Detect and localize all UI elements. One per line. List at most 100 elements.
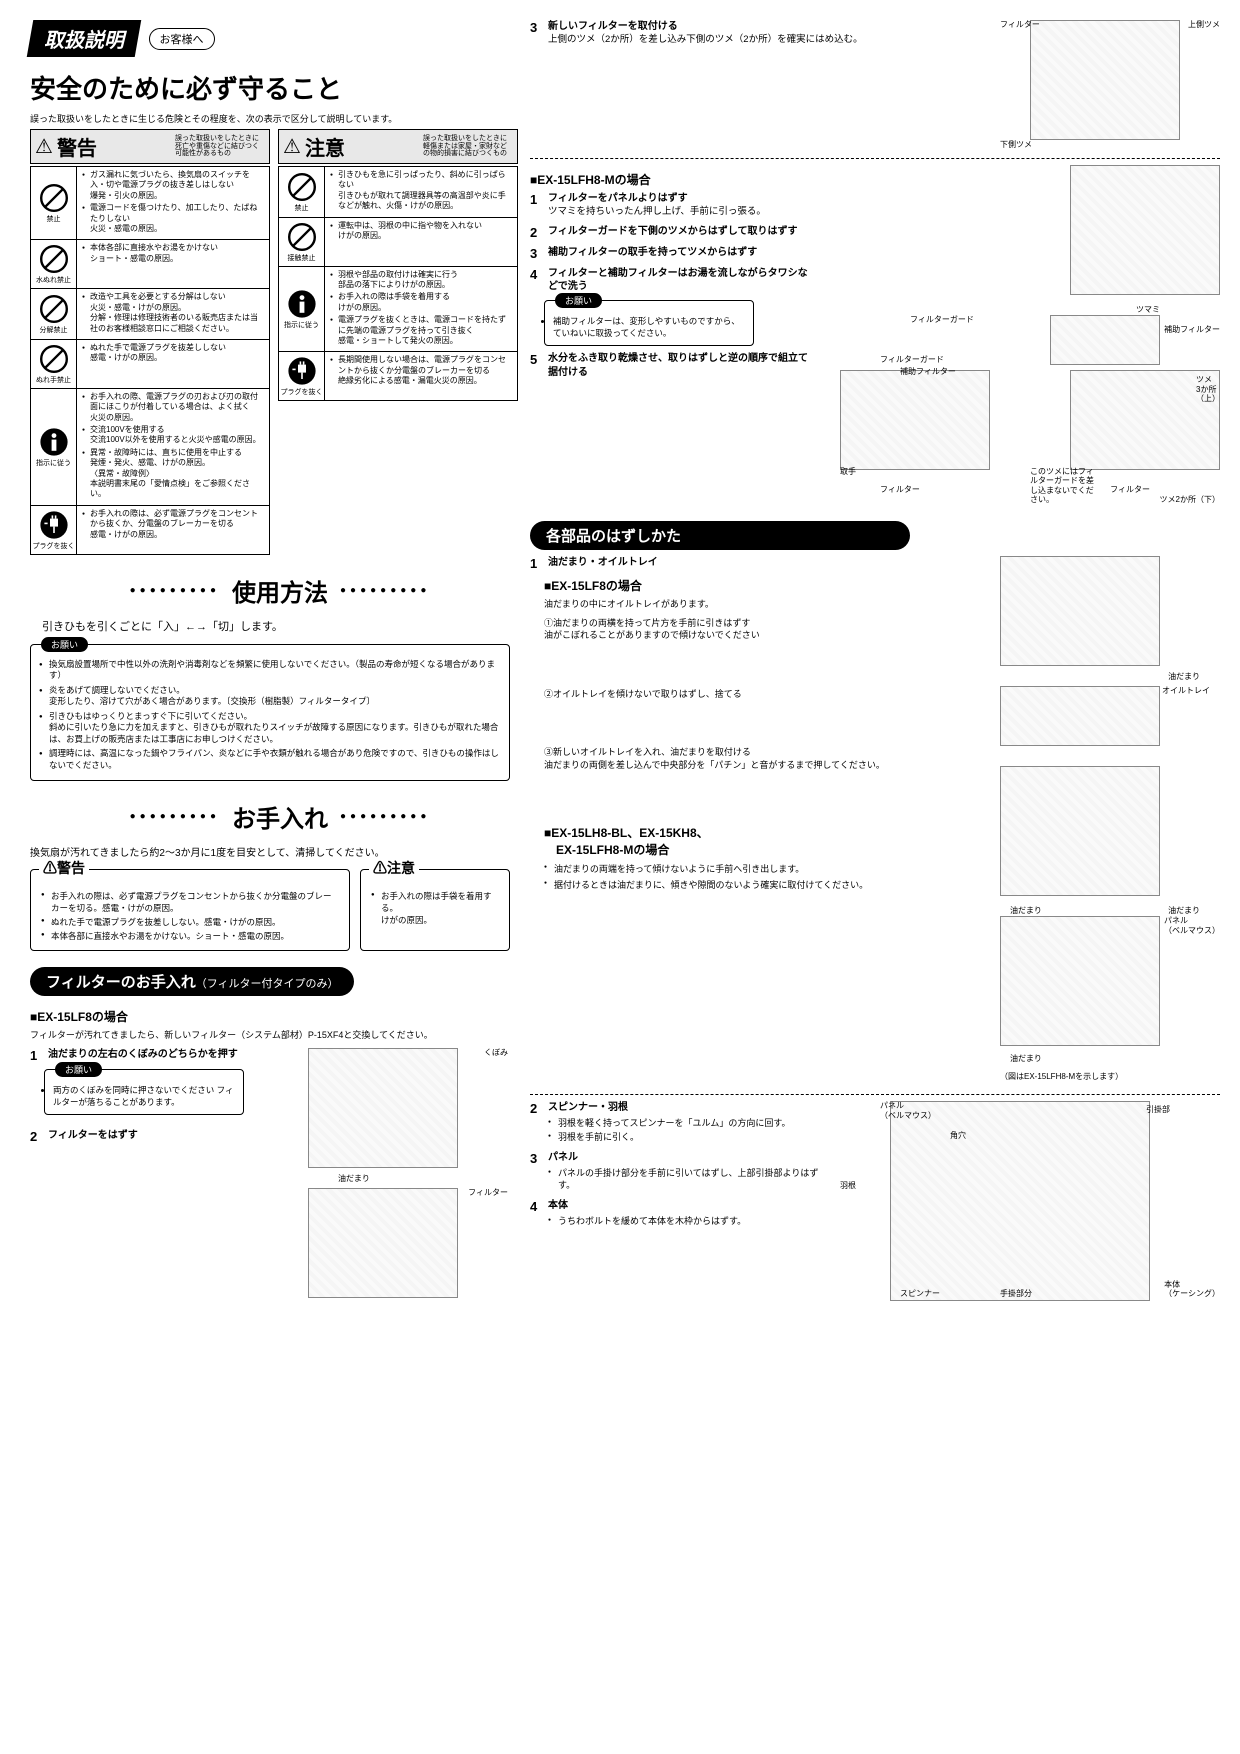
filter-b-step: 3補助フィルターの取手を持ってツメからはずす	[530, 246, 810, 261]
label-hikake: 引掛部	[1146, 1105, 1170, 1115]
dis-step-3: 3 パネル パネルの手掛け部分を手前に引いてはずし、上部引掛部よりはずす。	[530, 1151, 820, 1193]
safety-intro: 誤った取扱いをしたときに生じる危険とその程度を、次の表示で区分して説明しています…	[30, 112, 530, 125]
filter-b-step: 1フィルターをパネルよりはずすツマミを持ちいったん押し上げ、手前に引っ張る。	[530, 192, 810, 219]
safety-row: 指示に従う羽根や部品の取付けは確実に行う 部品の落下によりけがの原因。お手入れの…	[279, 267, 517, 353]
safety-row: 禁止ガス漏れに気づいたら、換気扇のスイッチを入・切や電源プラグの抜き差しはしない…	[31, 167, 269, 240]
prohibition-icon: 禁止	[31, 167, 77, 239]
label-fguard2: フィルターガード	[880, 355, 944, 365]
label-oil: オイルトレイ	[1162, 686, 1210, 696]
prohibition-icon: 指示に従う	[31, 389, 77, 505]
label-filter-b2: フィルター	[1110, 485, 1150, 495]
prohibition-icon: 禁止	[279, 167, 325, 217]
label-lower-tsume: 下側ツメ	[1000, 140, 1032, 150]
maintenance-section-header: ●●●●●●●●● お手入れ ●●●●●●●●●	[30, 799, 530, 834]
prohibition-icon: ぬれ手禁止	[31, 340, 77, 388]
dis-sub3: ③新しいオイルトレイを入れ、油だまりを取付ける 油だまりの両側を差し込んで中央部…	[544, 746, 990, 771]
maintenance-subtitle: 換気扇が汚れてきましたら約2〜3か月に1度を目安として、清掃してください。	[30, 844, 530, 859]
usage-section-header: ●●●●●●●●● 使用方法 ●●●●●●●●●	[30, 573, 530, 608]
label-totte: 取手	[840, 467, 856, 477]
label-filter-s3: フィルター	[1000, 20, 1040, 30]
diagram-b1	[1070, 165, 1220, 295]
maintenance-warning-box: ⚠警告 お手入れの際は、必ず電源プラグをコンセントから抜くか分電盤のブレーカーを…	[30, 869, 350, 951]
diagram-b2-filter	[840, 370, 990, 470]
safety-row: 禁止引きひもを急に引っぱったり、斜めに引っぱらない 引きひもが取れて調理器具等の…	[279, 167, 517, 218]
label-abura-d1d: 油だまり	[1010, 1054, 1042, 1064]
safety-heading: 安全のために必ず守ること	[30, 69, 530, 106]
warning-header: ⚠ 警告 誤った取扱いをしたときに死亡や重傷などに結びつく可能性があるもの	[30, 129, 270, 164]
dis-sub2: ②オイルトレイを傾けないで取りはずし、捨てる	[544, 688, 990, 701]
label-panel-d1: パネル （ベルマウス）	[1164, 916, 1220, 935]
label-kado: 角穴	[950, 1131, 966, 1141]
filter-maint-header: フィルターのお手入れ（フィルター付タイプのみ）	[30, 967, 354, 996]
diagram-step2	[308, 1188, 458, 1298]
usage-notice-box: お願い 換気扇設置場所で中性以外の洗剤や消毒剤などを頻繁に使用しないでください。…	[30, 644, 510, 781]
model-a-text: フィルターが汚れてきましたら、新しいフィルター（システム部材）P-15XF4と交…	[30, 1029, 530, 1042]
label-filter-b1: フィルター	[880, 485, 920, 495]
label-hontai: 本体 （ケーシング）	[1164, 1280, 1220, 1299]
safety-row: 接触禁止運転中は、羽根の中に指や物を入れない けがの原因。	[279, 218, 517, 267]
prohibition-icon: 水ぬれ禁止	[31, 240, 77, 288]
diagram-step3	[1030, 20, 1180, 140]
diagram-dis-2	[890, 1101, 1150, 1301]
label-abura-d1c1: 油だまり	[1010, 906, 1042, 916]
label-tsume2: ツメ2か所（下）	[1160, 495, 1220, 505]
prohibition-icon: 指示に従う	[279, 267, 325, 352]
label-upper-tsume: 上側ツメ	[1188, 20, 1220, 30]
dis-m2-note: （図はEX-15LFH8-Mを示します）	[1000, 1072, 1123, 1082]
dis-intro1: 油だまりの中にオイルトレイがあります。	[544, 598, 990, 611]
disassembly-header: 各部品のはずしかた	[530, 521, 910, 550]
maintenance-caution-box: ⚠注意 お手入れの際は手袋を着用する。 けがの原因。	[360, 869, 510, 951]
model-b-notice: お願い 補助フィルターは、変形しやすいものですから、ていねいに取扱ってください。	[544, 300, 754, 346]
filter-step-1: 1 油だまりの左右のくぼみのどちらかを押す	[30, 1048, 260, 1063]
label-tsumami: ツマミ	[1136, 305, 1160, 315]
caution-header: ⚠ 注意 誤った取扱いをしたときに軽傷または家屋・家財などの物的損害に結びつくも…	[278, 129, 518, 164]
label-abura-d1c2: 油だまり	[1168, 906, 1200, 916]
label-hojo1: 補助フィルター	[1164, 325, 1220, 335]
model-b-label: ■EX-15LFH8-Mの場合	[530, 171, 810, 188]
usage-text: 引きひもを引くごとに「入」←→「切」します。	[42, 618, 530, 634]
label-panel-d2: パネル （ベルマウス）	[880, 1101, 936, 1120]
filter-b-step: 2フィルターガードを下側のツメからはずして取りはずす	[530, 225, 810, 240]
diagram-dis-1c	[1000, 766, 1160, 896]
safety-row: プラグを抜く長期間使用しない場合は、電源プラグをコンセントから抜くか分電盤のブレ…	[279, 352, 517, 400]
filter-step-3: 3 新しいフィルターを取付ける上側のツメ（2か所）を差し込み下側のツメ（2か所）…	[530, 20, 990, 47]
diagram-dis-1b	[1000, 686, 1160, 746]
filter-step-2: 2 フィルターをはずす	[30, 1129, 260, 1144]
safety-row: ぬれ手禁止ぬれた手で電源プラグを抜差ししない 感電・けがの原因。	[31, 340, 269, 389]
customer-label: お客様へ	[149, 28, 215, 50]
label-abura: 油だまり	[338, 1174, 370, 1184]
safety-row: 水ぬれ禁止本体各部に直接水やお湯をかけない ショート・感電の原因。	[31, 240, 269, 289]
label-nonote: このツメにはフィルターガードを差し込まないでください。	[1030, 467, 1100, 505]
caution-triangle-icon: ⚠	[283, 134, 301, 159]
label-hojo2: 補助フィルター	[900, 367, 956, 377]
safety-row: 分解禁止改造や工具を必要とする分解はしない 火災・感電・けがの原因。 分解・修理…	[31, 289, 269, 340]
label-abura-d1: 油だまり	[1168, 672, 1200, 682]
label-spinner: スピンナー	[900, 1289, 940, 1299]
diagram-b2-guard	[1050, 315, 1160, 365]
prohibition-icon: 接触禁止	[279, 218, 325, 266]
label-filter-s2: フィルター	[468, 1188, 508, 1198]
diagram-step1	[308, 1048, 458, 1168]
diagram-dis-1d	[1000, 916, 1160, 1046]
prohibition-icon: プラグを抜く	[31, 506, 77, 554]
dis-sub1: ①油だまりの両横を持って片方を手前に引きはずす 油がこぼれることがありますので傾…	[544, 617, 990, 642]
diagram-dis-1a	[1000, 556, 1160, 666]
prohibition-icon: プラグを抜く	[279, 352, 325, 400]
filter-b-step-5: 5 水分をふき取り乾燥させ、取りはずしと逆の順序で組立て据付ける	[530, 352, 810, 380]
prohibition-icon: 分解禁止	[31, 289, 77, 339]
label-tekake: 手掛部分	[1000, 1289, 1032, 1299]
filter-b-step: 4フィルターと補助フィルターはお湯を流しながらタワシなどで洗う	[530, 267, 810, 295]
dis-step-4: 4 本体 うちわボルトを緩めて本体を木枠からはずす。	[530, 1199, 820, 1229]
label-fguard1: フィルターガード	[910, 315, 974, 325]
label-tsume3: ツメ 3か所 （上）	[1196, 375, 1220, 404]
dis-model1: ■EX-15LF8の場合	[544, 577, 990, 594]
label-kubo: くぼみ	[484, 1048, 508, 1058]
safety-row: プラグを抜くお手入れの際は、必ず電源プラグをコンセントから抜くか、分電盤のブレー…	[31, 506, 269, 554]
dis-step-2: 2 スピンナー・羽根 羽根を軽く持ってスピンナーを「ユルム」の方向に回す。羽根を…	[530, 1101, 820, 1145]
label-hane: 羽根	[840, 1181, 856, 1191]
warning-triangle-icon: ⚠	[35, 134, 53, 159]
model-a-label: ■EX-15LF8の場合	[30, 1008, 530, 1025]
dis-step-1: 1 油だまり・オイルトレイ	[530, 556, 990, 571]
dis-model2: ■EX-15LH8-BL、EX-15KH8、 EX-15LFH8-Mの場合	[544, 824, 990, 858]
page-title-bar: 取扱説明	[27, 20, 142, 57]
